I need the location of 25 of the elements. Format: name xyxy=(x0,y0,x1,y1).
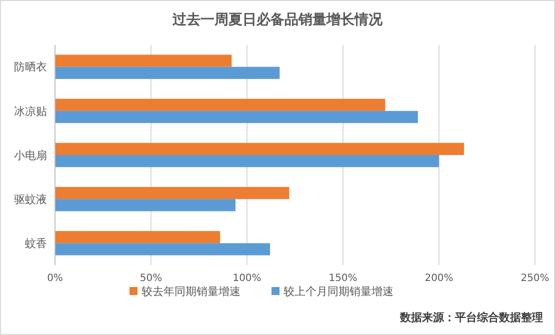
x-tick-label: 150% xyxy=(328,273,358,284)
y-tick-label: 蚊香 xyxy=(25,237,47,250)
x-tick-label: 250% xyxy=(520,273,550,284)
bar xyxy=(55,243,270,256)
source-note: 数据来源：平台综合数据整理 xyxy=(399,311,543,324)
bar xyxy=(55,231,220,244)
y-tick-label: 防晒衣 xyxy=(14,60,47,74)
x-tick-label: 100% xyxy=(232,273,262,284)
bar xyxy=(55,155,439,168)
bar xyxy=(55,142,464,155)
legend-label: 较上个月同期销量增速 xyxy=(284,285,394,298)
bar xyxy=(55,199,236,212)
y-tick-label: 冰凉贴 xyxy=(14,104,47,118)
bar xyxy=(55,186,290,200)
x-tick-label: 0% xyxy=(47,273,63,284)
x-tick-label: 200% xyxy=(424,273,454,284)
chart-title: 过去一周夏日必备品销量增长情况 xyxy=(172,11,384,28)
bar xyxy=(55,54,232,67)
bar xyxy=(55,98,386,111)
bar xyxy=(55,66,280,79)
y-tick-label: 驱蚊液 xyxy=(14,192,47,206)
y-tick-label: 小电扇 xyxy=(14,148,47,162)
bar xyxy=(55,110,418,124)
legend-label: 较去年同期销量增速 xyxy=(142,285,240,298)
x-tick-label: 50% xyxy=(140,273,162,284)
